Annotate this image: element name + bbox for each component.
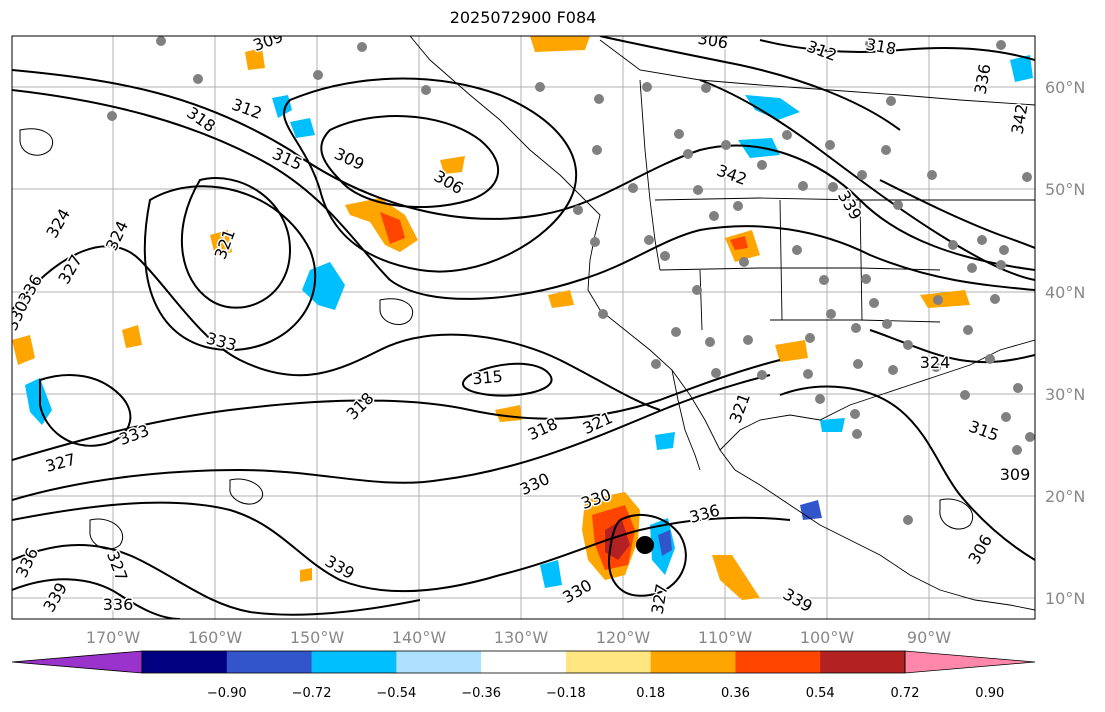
colorbar-tick-label: 0.36 [721, 686, 750, 701]
colorbar-tick-label: 0.18 [636, 686, 665, 701]
contour-label: 312 [804, 37, 839, 65]
gridlines [12, 36, 1035, 619]
lon-tick: 140°W [392, 628, 447, 647]
contour-label: 342 [1008, 102, 1032, 135]
colorbar-segment [142, 651, 228, 673]
contour-label: 333 [204, 329, 238, 355]
lat-tick: 40°N [1045, 283, 1085, 302]
map-plot-area: 309 312 318 306 318 312 315 309 306 321 324 324 327 3… [12, 27, 1035, 619]
colorbar-extend-low [11, 650, 143, 674]
lon-tick: 150°W [290, 628, 345, 647]
lon-tick: 100°W [800, 628, 855, 647]
colorbar-segment [311, 651, 397, 673]
contour-label: 342 [714, 161, 749, 189]
contour-label: 336 [103, 595, 134, 614]
contour-label: 306 [696, 29, 729, 53]
contour-label: 327 [43, 450, 77, 476]
colorbar-frame [141, 650, 906, 674]
contour-label: 318 [183, 103, 219, 136]
lat-tick: 10°N [1045, 589, 1085, 608]
colorbar-tick-label: −0.54 [376, 686, 416, 701]
colorbar-tick-label: −0.36 [461, 686, 501, 701]
contour-label: 315 [966, 417, 1001, 445]
contour-label: 339 [834, 187, 866, 223]
colorbar-segment [735, 651, 821, 673]
colorbar-extend-high [904, 650, 1036, 674]
colorbar-segment [650, 651, 736, 673]
latitude-axis: 60°N 50°N 40°N 30°N 20°N 10°N [1045, 78, 1085, 608]
lon-tick: 170°W [86, 628, 141, 647]
contour-label: 339 [780, 584, 816, 616]
lon-tick: 130°W [494, 628, 549, 647]
contour-label: 333 [117, 421, 152, 449]
map-frame [11, 35, 1036, 620]
colorbar-tick-label: 0.72 [891, 686, 920, 701]
colorbar-labels: −0.90 −0.72 −0.54 −0.36 −0.18 0.18 0.36 0.54 0.7… [207, 686, 1004, 701]
storm-center-marker [636, 536, 654, 554]
coastlines [409, 36, 1035, 611]
contour-label: 324 [920, 353, 951, 372]
contour-label: 309 [251, 27, 286, 55]
contour-label: 330 [517, 469, 553, 499]
lon-tick: 120°W [596, 628, 651, 647]
colorbar-tick-label: −0.90 [207, 686, 247, 701]
anomaly-fills [12, 36, 1033, 600]
lat-tick: 20°N [1045, 487, 1085, 506]
lon-tick: 110°W [698, 628, 753, 647]
contour-label: 336 [687, 501, 721, 527]
contour-label: 309 [1000, 465, 1031, 484]
contour-label: 309 [331, 144, 367, 174]
colorbar-tick-label: 0.54 [806, 686, 835, 701]
contour-label: 339 [322, 551, 358, 583]
colorbar-tick-label: −0.18 [546, 686, 586, 701]
colorbar-tick-label: 0.90 [975, 686, 1004, 701]
colorbar-tick-label: −0.72 [292, 686, 332, 701]
contour-label: 315 [471, 367, 503, 389]
lat-tick: 60°N [1045, 78, 1085, 97]
contour-label: 339 [39, 579, 71, 615]
contour-label: 324 [42, 205, 74, 241]
contour-label: 330 [559, 575, 595, 607]
map-title: 2025072900 F084 [449, 8, 597, 27]
colorbar-segment [226, 651, 313, 673]
contour-lines [12, 36, 1035, 619]
station-markers [107, 36, 1035, 525]
colorbar-segment [481, 651, 567, 673]
lat-tick: 30°N [1045, 385, 1085, 404]
contour-label: 318 [864, 35, 897, 59]
colorbar [11, 650, 1036, 674]
contour-label: 312 [229, 95, 264, 123]
contour-label: 324 [102, 218, 132, 254]
contour-label: 336 [971, 62, 995, 95]
contour-label: 327 [54, 251, 86, 287]
colorbar-segment [396, 651, 482, 673]
lon-tick: 160°W [188, 628, 243, 647]
contour-label: 327 [648, 582, 672, 615]
longitude-axis: 170°W 160°W 150°W 140°W 130°W 120°W 110°… [86, 628, 951, 647]
colorbar-segment [820, 651, 906, 673]
lat-tick: 50°N [1045, 180, 1085, 199]
secondary-contours [19, 128, 973, 550]
contour-label: 306 [964, 531, 996, 567]
contour-label: 321 [726, 391, 754, 426]
colorbar-segment [565, 651, 652, 673]
lon-tick: 90°W [907, 628, 951, 647]
